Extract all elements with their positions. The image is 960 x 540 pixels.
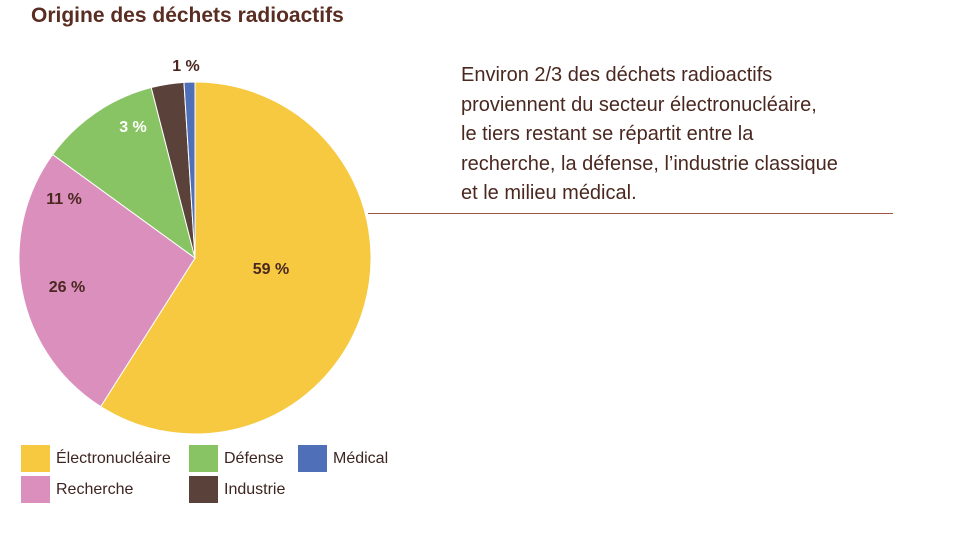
- legend-swatch-industrie: [189, 476, 218, 503]
- legend-swatch-recherche: [21, 476, 50, 503]
- legend-label: Recherche: [56, 480, 134, 498]
- slice-recherche: [18, 153, 196, 408]
- description-line: et le milieu médical.: [461, 182, 637, 204]
- label-industrie: 3 %: [119, 119, 147, 136]
- legend-label: Médical: [333, 449, 389, 467]
- description-line: le tiers restant se répartit entre la: [461, 123, 754, 145]
- legend-label: Électronucléaire: [56, 449, 171, 467]
- description-text: Environ 2/3 des déchets radioactifs prov…: [461, 61, 931, 209]
- legend-label: Industrie: [224, 480, 286, 498]
- chart-title: Origine des déchets radioactifs: [31, 4, 344, 27]
- description-line: proviennent du secteur électronucléaire,: [461, 93, 817, 116]
- divider-rule: [368, 213, 893, 214]
- slice-electronucleaire: [99, 81, 372, 435]
- legend-swatch-medical: [298, 445, 327, 472]
- legend-item-recherche: Recherche: [21, 476, 133, 503]
- legend-item-medical: Médical: [298, 445, 388, 472]
- legend-item-defense: Défense: [189, 445, 284, 472]
- label-recherche: 26 %: [49, 279, 85, 296]
- slice-medical: [183, 81, 196, 259]
- slice-defense: [51, 86, 196, 260]
- legend-label: Défense: [224, 449, 284, 467]
- legend-item-electronucleaire: Électronucléaire: [21, 445, 171, 472]
- label-defense: 11 %: [46, 191, 82, 208]
- label-medical: 1 %: [172, 58, 200, 75]
- legend-swatch-defense: [189, 445, 218, 472]
- legend-swatch-electronucleaire: [21, 445, 50, 472]
- label-electronucleaire: 59 %: [253, 261, 289, 278]
- description-line: Environ 2/3 des déchets radioactifs: [461, 64, 773, 86]
- description-line: recherche, la défense, l’industrie class…: [461, 152, 838, 175]
- legend-item-industrie: Industrie: [189, 476, 285, 503]
